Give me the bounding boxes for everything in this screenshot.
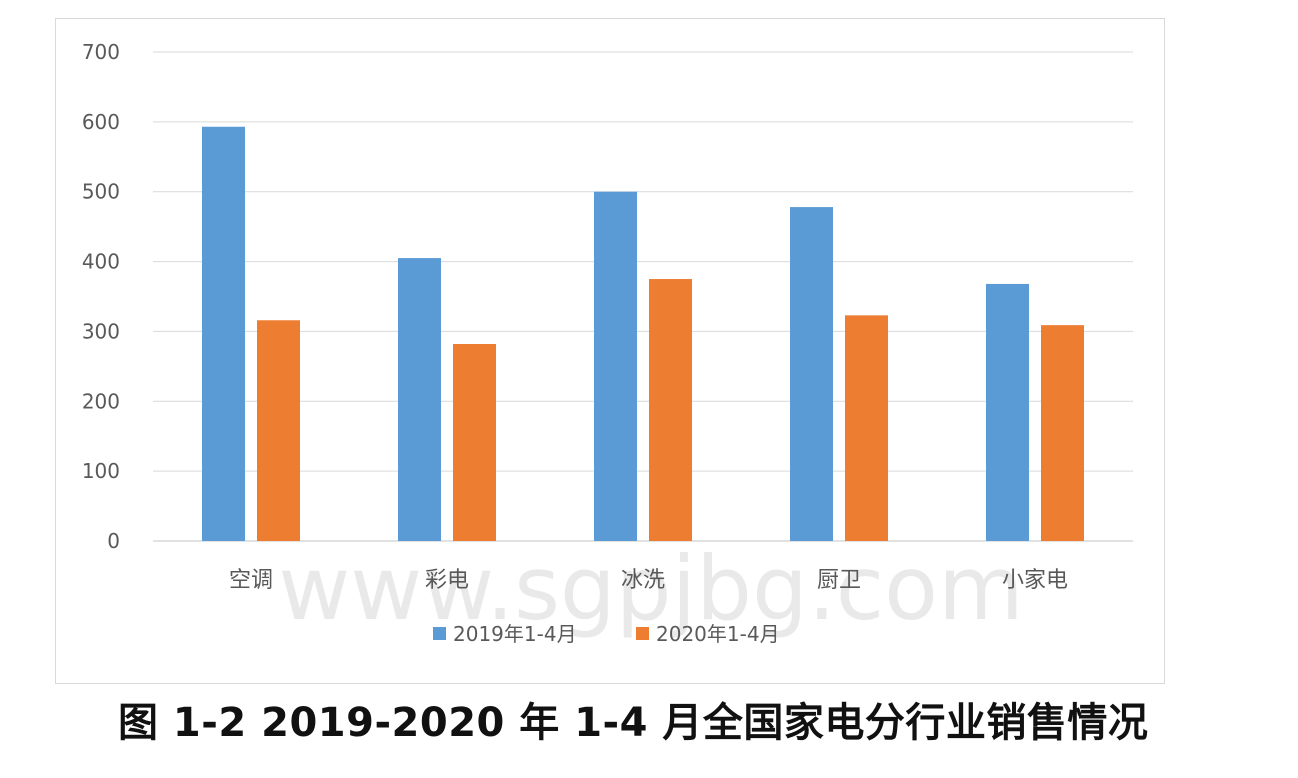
y-tick-label: 700 <box>82 40 120 64</box>
bar <box>453 344 496 541</box>
bar <box>594 191 637 541</box>
x-category-label: 冰洗 <box>621 568 665 593</box>
bar <box>986 283 1029 541</box>
bar <box>790 207 833 541</box>
x-category-label: 小家电 <box>1002 568 1068 593</box>
y-tick-label: 200 <box>82 389 120 413</box>
x-category-label: 彩电 <box>425 568 469 593</box>
bar <box>1041 325 1084 541</box>
y-tick-label: 400 <box>82 250 120 274</box>
x-category-label: 空调 <box>229 568 273 593</box>
legend-swatch <box>433 627 446 640</box>
y-tick-label: 0 <box>107 529 120 553</box>
chart-frame: www.sgpjbg.com 0 100 200 300 400 500 600 700 空调 彩… <box>55 18 1165 684</box>
x-category-label: 厨卫 <box>817 568 861 593</box>
legend-label: 2019年1-4月 <box>453 622 577 646</box>
figure-caption: 图 1-2 2019-2020 年 1-4 月全国家电分行业销售情况 <box>118 700 1149 746</box>
watermark-text: www.sgpjbg.com <box>278 537 1023 640</box>
bar-chart: www.sgpjbg.com 0 100 200 300 400 500 600 700 空调 彩… <box>82 40 1133 646</box>
y-tick-label: 300 <box>82 319 120 343</box>
legend-swatch <box>636 627 649 640</box>
bar <box>649 279 692 541</box>
bar <box>398 258 441 541</box>
bar <box>257 320 300 541</box>
bar <box>202 126 245 542</box>
legend-label: 2020年1-4月 <box>656 622 780 646</box>
y-tick-label: 500 <box>82 180 120 204</box>
y-tick-label: 100 <box>82 459 120 483</box>
y-tick-label: 600 <box>82 110 120 134</box>
bar <box>845 315 888 541</box>
